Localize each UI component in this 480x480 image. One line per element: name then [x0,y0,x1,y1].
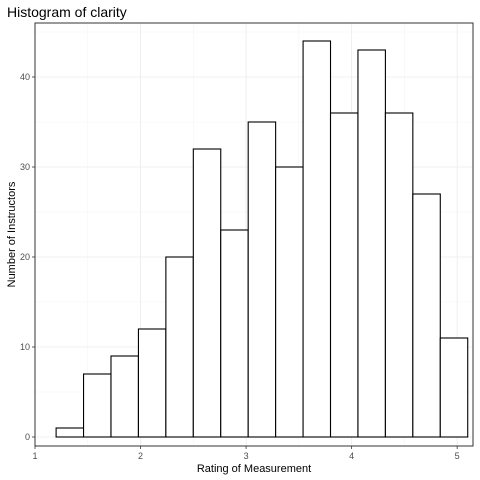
histogram-bar [247,121,277,438]
y-axis-ticks: 0 10 20 30 40 [20,72,35,442]
histogram-bar [275,166,304,438]
y-tick-label: 10 [20,342,30,352]
chart-title: Histogram of clarity [7,4,127,20]
histogram-bar [110,355,139,438]
histogram-bar [82,373,112,438]
histogram-bar [357,49,386,438]
x-axis-ticks: 1 2 3 4 5 [32,446,460,461]
histogram-bar [192,148,222,438]
y-tick-label: 20 [20,252,30,262]
x-tick-label: 2 [138,451,143,461]
histogram-bar [302,40,332,438]
histogram-bar [55,427,85,438]
x-axis-label: Rating of Measurement [197,463,311,475]
y-tick-label: 0 [25,432,30,442]
bars [55,40,469,438]
y-axis-label: Number of Instructors [6,181,18,287]
x-tick-label: 3 [244,451,249,461]
x-tick-label: 1 [32,451,37,461]
y-tick-label: 40 [20,72,30,82]
histogram-bar [220,229,249,438]
histogram-bar [412,193,441,438]
y-tick-label: 30 [20,162,30,172]
histogram-bar [137,328,167,438]
x-tick-label: 4 [349,451,354,461]
plot-panel [34,22,474,447]
histogram-bar [439,337,469,438]
histogram-bar [329,112,359,438]
x-tick-label: 5 [455,451,460,461]
histogram-bar [384,112,414,438]
histogram-bar [165,256,194,438]
